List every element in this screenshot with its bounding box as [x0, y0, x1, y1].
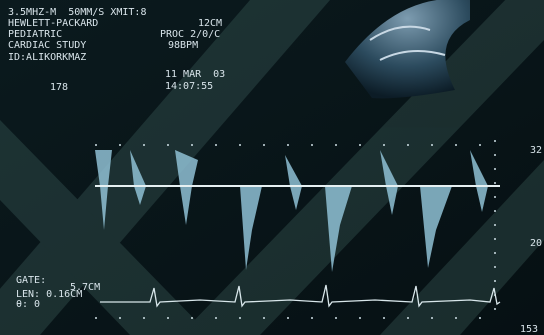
patient-id: ID:ALIKORKMAZ	[8, 52, 86, 63]
depth: 12CM	[198, 18, 222, 29]
frame: 178	[50, 82, 68, 93]
scale-corner: 153	[520, 324, 538, 335]
page: {"header":{"probe":"3.5MHZ-M 50MM/S XMIT…	[0, 0, 544, 335]
angle: θ: 0	[16, 299, 40, 310]
preset: PEDIATRIC	[8, 29, 62, 40]
study: CARDIAC STUDY	[8, 40, 86, 51]
date: 11 MAR 03	[165, 69, 225, 80]
time: 14:07:55	[165, 81, 213, 92]
gate-label: GATE:	[16, 275, 46, 286]
manufacturer: HEWLETT-PACKARD	[8, 18, 98, 29]
scale-upper: 32	[530, 145, 542, 156]
probe: 3.5MHZ-M 50MM/S XMIT:8	[8, 7, 146, 18]
screen: 3.5MHZ-M 50MM/S XMIT:8 HEWLETT-PACKARD 1…	[0, 0, 544, 335]
scale-lower: 20	[530, 238, 542, 249]
heart-rate: 98BPM	[168, 40, 198, 51]
processing: PROC 2/0/C	[160, 29, 220, 40]
